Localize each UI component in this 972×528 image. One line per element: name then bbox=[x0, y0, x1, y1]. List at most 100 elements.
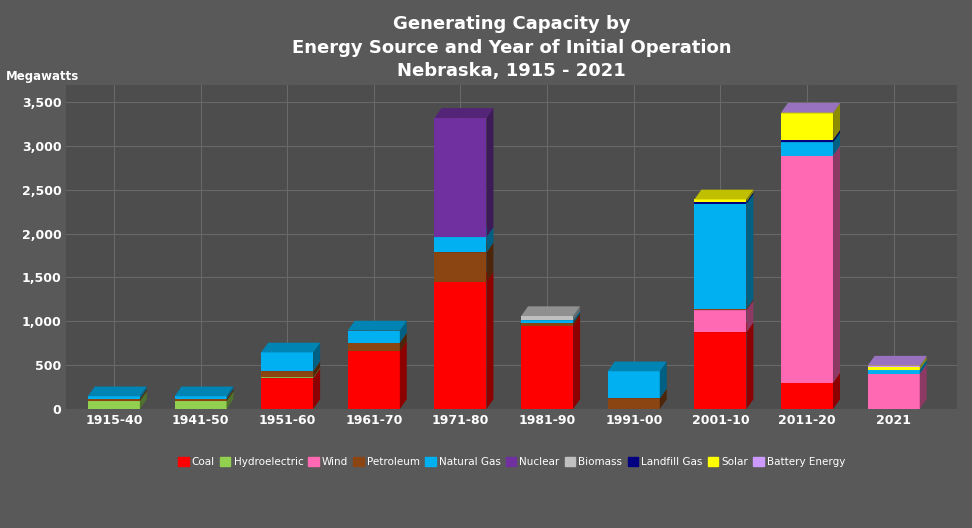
Text: Megawatts: Megawatts bbox=[6, 70, 79, 83]
Polygon shape bbox=[87, 389, 147, 399]
Polygon shape bbox=[868, 360, 926, 370]
Polygon shape bbox=[746, 300, 753, 332]
Bar bbox=[261, 371, 313, 378]
Polygon shape bbox=[399, 333, 406, 351]
Polygon shape bbox=[140, 391, 147, 409]
Polygon shape bbox=[521, 310, 580, 320]
Bar bbox=[87, 401, 140, 409]
Polygon shape bbox=[313, 343, 320, 371]
Polygon shape bbox=[434, 243, 494, 252]
Polygon shape bbox=[920, 364, 926, 409]
Polygon shape bbox=[746, 323, 753, 409]
Bar bbox=[868, 374, 920, 409]
Polygon shape bbox=[920, 356, 926, 367]
Title: Generating Capacity by
Energy Source and Year of Initial Operation
Nebraska, 191: Generating Capacity by Energy Source and… bbox=[292, 15, 731, 80]
Polygon shape bbox=[781, 130, 840, 140]
Polygon shape bbox=[348, 333, 406, 343]
Polygon shape bbox=[313, 369, 320, 409]
Polygon shape bbox=[226, 386, 233, 399]
Polygon shape bbox=[868, 364, 926, 374]
Bar bbox=[261, 352, 313, 371]
Legend: Coal, Hydroelectric, Wind, Petroleum, Natural Gas, Nuclear, Biomass, Landfill Ga: Coal, Hydroelectric, Wind, Petroleum, Na… bbox=[174, 453, 850, 472]
Bar bbox=[694, 309, 746, 310]
Bar bbox=[781, 114, 833, 140]
Polygon shape bbox=[261, 362, 320, 371]
Polygon shape bbox=[781, 103, 840, 114]
Polygon shape bbox=[833, 133, 840, 156]
Bar bbox=[87, 399, 140, 401]
Bar bbox=[87, 397, 140, 399]
Polygon shape bbox=[140, 389, 147, 401]
Polygon shape bbox=[348, 321, 406, 331]
Polygon shape bbox=[434, 228, 494, 237]
Bar bbox=[781, 112, 833, 114]
Polygon shape bbox=[348, 342, 406, 351]
Bar bbox=[781, 383, 833, 409]
Bar bbox=[694, 202, 746, 204]
Polygon shape bbox=[175, 389, 233, 399]
Polygon shape bbox=[694, 299, 753, 309]
Bar bbox=[434, 237, 486, 252]
Bar bbox=[608, 399, 660, 409]
Bar bbox=[781, 140, 833, 143]
Polygon shape bbox=[175, 386, 233, 397]
Polygon shape bbox=[781, 373, 840, 383]
Polygon shape bbox=[694, 190, 753, 200]
Polygon shape bbox=[781, 133, 840, 143]
Polygon shape bbox=[868, 356, 926, 365]
Bar bbox=[348, 351, 399, 409]
Polygon shape bbox=[486, 228, 494, 252]
Polygon shape bbox=[608, 389, 667, 399]
Polygon shape bbox=[833, 103, 840, 114]
Polygon shape bbox=[486, 243, 494, 282]
Bar bbox=[694, 332, 746, 409]
Polygon shape bbox=[833, 103, 840, 140]
Polygon shape bbox=[920, 357, 926, 370]
Bar bbox=[521, 323, 573, 326]
Polygon shape bbox=[87, 386, 147, 397]
Polygon shape bbox=[781, 103, 840, 112]
Polygon shape bbox=[486, 272, 494, 409]
Polygon shape bbox=[660, 362, 667, 399]
Bar bbox=[868, 370, 920, 374]
Polygon shape bbox=[920, 360, 926, 374]
Bar bbox=[348, 331, 399, 343]
Bar bbox=[521, 326, 573, 409]
Polygon shape bbox=[746, 190, 753, 202]
Bar bbox=[261, 378, 313, 409]
Polygon shape bbox=[868, 357, 926, 367]
Bar bbox=[434, 252, 486, 282]
Polygon shape bbox=[175, 391, 233, 401]
Bar bbox=[175, 401, 226, 409]
Bar bbox=[521, 320, 573, 323]
Polygon shape bbox=[521, 313, 580, 323]
Bar bbox=[694, 200, 746, 202]
Bar bbox=[434, 118, 486, 237]
Polygon shape bbox=[434, 108, 494, 118]
Polygon shape bbox=[781, 146, 840, 156]
Polygon shape bbox=[746, 192, 753, 204]
Polygon shape bbox=[746, 194, 753, 309]
Bar bbox=[175, 399, 226, 401]
Polygon shape bbox=[573, 313, 580, 326]
Bar bbox=[694, 204, 746, 309]
Polygon shape bbox=[399, 342, 406, 409]
Polygon shape bbox=[694, 192, 753, 202]
Polygon shape bbox=[434, 272, 494, 282]
Polygon shape bbox=[573, 310, 580, 323]
Bar bbox=[521, 316, 573, 320]
Bar bbox=[608, 371, 660, 399]
Polygon shape bbox=[694, 300, 753, 310]
Bar bbox=[781, 156, 833, 383]
Polygon shape bbox=[226, 389, 233, 401]
Polygon shape bbox=[313, 362, 320, 378]
Polygon shape bbox=[261, 369, 320, 378]
Polygon shape bbox=[521, 306, 580, 316]
Polygon shape bbox=[261, 343, 320, 352]
Polygon shape bbox=[226, 391, 233, 409]
Polygon shape bbox=[261, 367, 320, 378]
Polygon shape bbox=[660, 389, 667, 409]
Polygon shape bbox=[313, 367, 320, 378]
Polygon shape bbox=[399, 321, 406, 343]
Bar bbox=[868, 367, 920, 370]
